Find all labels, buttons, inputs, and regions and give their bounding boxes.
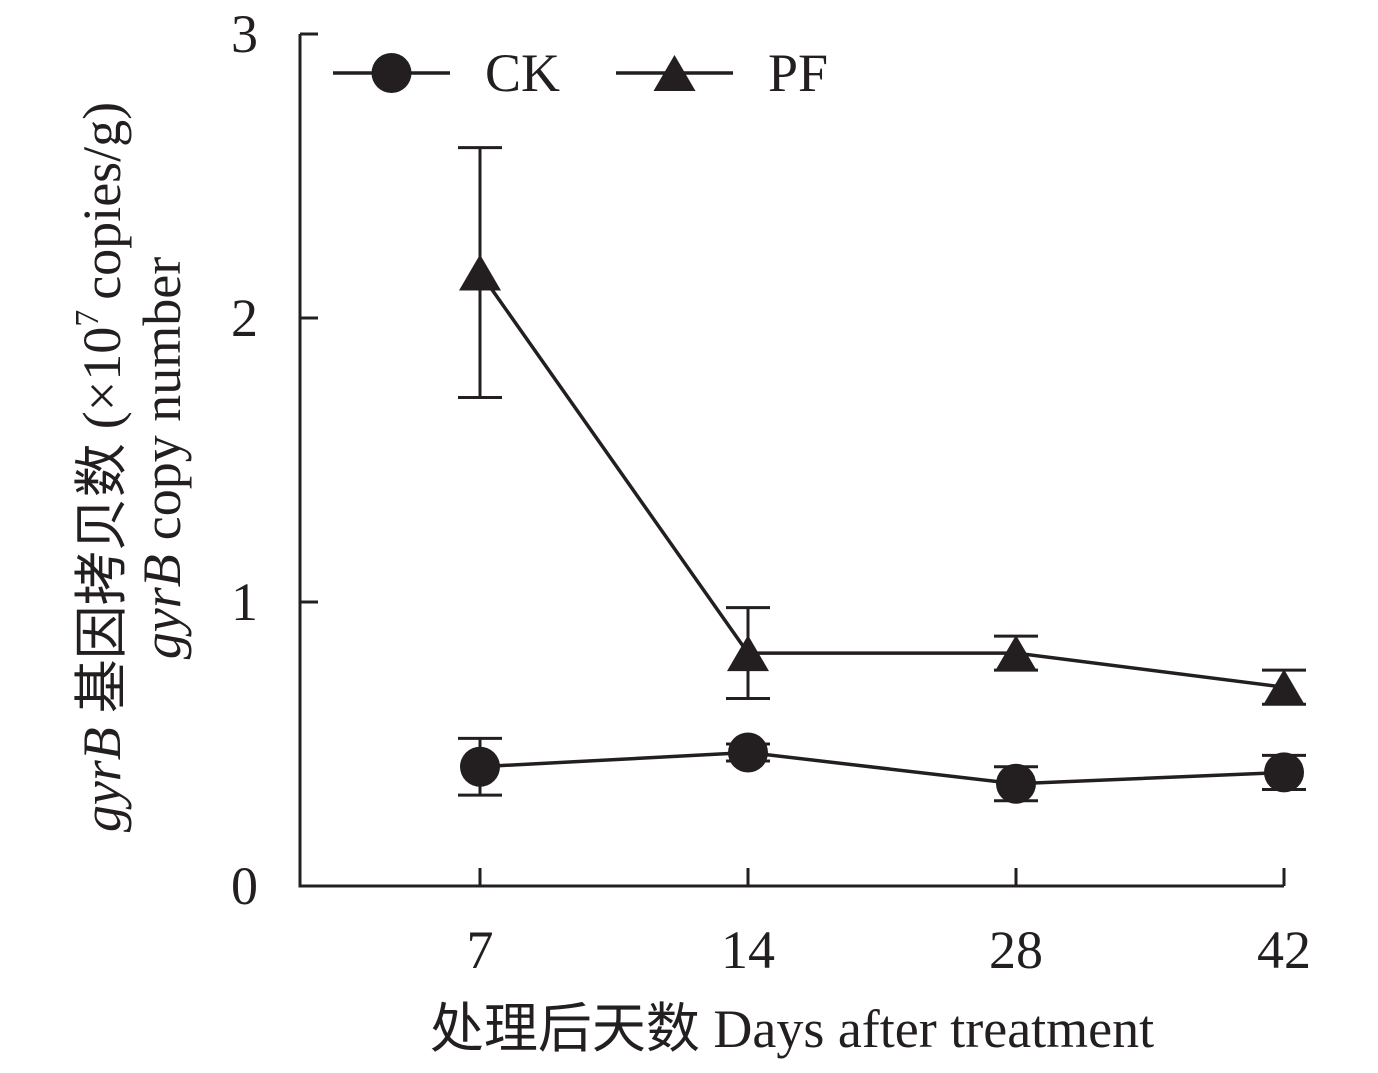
circle-marker-ck-7: [460, 746, 500, 787]
legend-item-ck: CK: [333, 43, 560, 103]
x-tick-label-7: 7: [467, 920, 494, 980]
legend-item-pf: PF: [616, 43, 828, 103]
circle-marker-ck-42: [1264, 752, 1304, 793]
y-axis-label-line-2-gene-name: gyrB: [132, 554, 192, 659]
plot-marks: [458, 146, 1306, 804]
series-line-ck: [479, 750, 1285, 786]
y-tick-label-1: 1: [231, 572, 258, 632]
x-tick-label-28: 28: [989, 920, 1043, 980]
y-tick-label-3: 3: [231, 4, 258, 64]
axes: 0 1 2 3 7 14 28 42: [231, 4, 1311, 980]
x-tick-label-42: 42: [1257, 920, 1311, 980]
legend-circle-marker-ck: [371, 53, 412, 93]
legend-triangle-marker-pf: [653, 55, 696, 91]
circle-marker-ck-14: [728, 732, 768, 773]
legend: CK PF: [333, 43, 828, 103]
triangle-marker-pf-28: [995, 635, 1037, 672]
series-pf: [458, 146, 1306, 706]
series-ck: [458, 732, 1306, 804]
y-axis-unit-exponent: 7: [69, 310, 106, 327]
y-tick-label-2: 2: [231, 288, 258, 348]
y-axis-label-line-2: gyrB copy number: [132, 257, 192, 659]
y-axis-label-line-1: gyrB 基因拷贝数 (×107 copies/g): [69, 102, 132, 832]
series-line-pf: [478, 271, 1285, 689]
y-tick-label-0: 0: [231, 856, 258, 916]
y-axis-label-chinese: 基因拷贝数: [72, 443, 132, 713]
x-tick-label-14: 14: [721, 920, 775, 980]
x-axis-label: 处理后天数 Days after treatment: [430, 999, 1154, 1059]
y-axis-label-gene-name: gyrB: [72, 727, 132, 832]
triangle-marker-pf-42: [1263, 669, 1305, 706]
circle-marker-ck-28: [996, 763, 1036, 804]
triangle-marker-pf-7: [459, 254, 501, 291]
legend-label-pf: PF: [768, 43, 828, 103]
y-axis-unit-prefix: (×10: [72, 327, 132, 429]
triangle-marker-pf-14: [727, 635, 769, 672]
y-axis-unit-suffix: copies/g): [72, 102, 132, 300]
y-axis-label-line-2-text: copy number: [132, 257, 192, 540]
legend-label-ck: CK: [485, 43, 560, 103]
